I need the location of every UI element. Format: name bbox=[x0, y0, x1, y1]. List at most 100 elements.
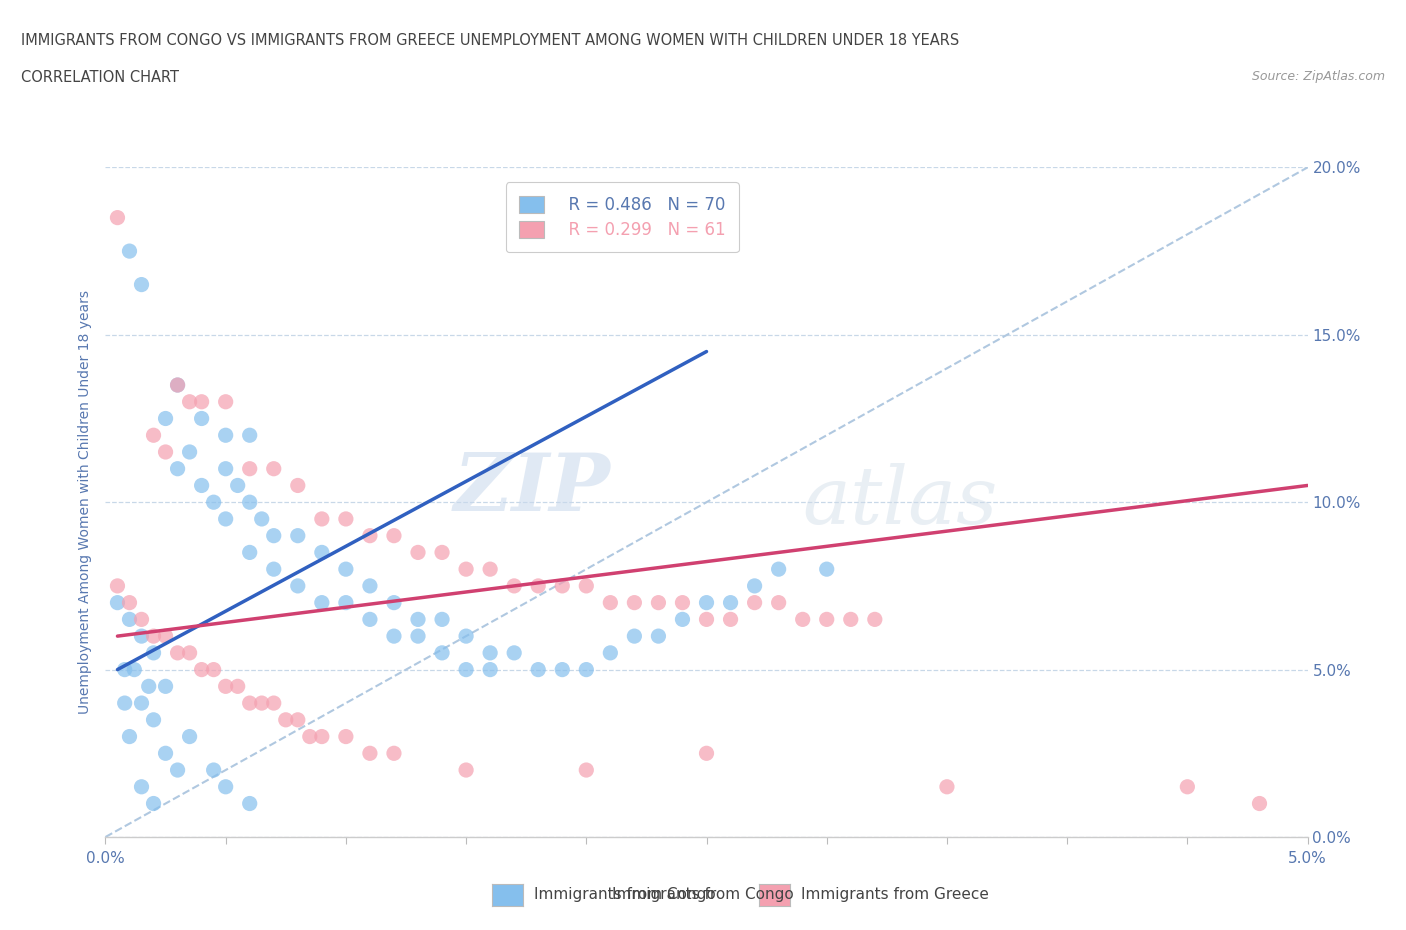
Text: ZIP: ZIP bbox=[454, 450, 610, 527]
Point bbox=[179, 729, 201, 744]
Point bbox=[382, 595, 405, 610]
Point bbox=[214, 394, 236, 409]
Point bbox=[239, 696, 262, 711]
Point bbox=[551, 578, 574, 593]
Point bbox=[815, 612, 838, 627]
Point bbox=[406, 629, 429, 644]
Y-axis label: Unemployment Among Women with Children Under 18 years: Unemployment Among Women with Children U… bbox=[79, 290, 93, 714]
Point bbox=[287, 578, 309, 593]
Point bbox=[155, 629, 177, 644]
Point bbox=[166, 461, 188, 476]
Point bbox=[335, 595, 357, 610]
Point bbox=[696, 612, 718, 627]
Text: Source: ZipAtlas.com: Source: ZipAtlas.com bbox=[1251, 70, 1385, 83]
Point bbox=[696, 595, 718, 610]
Point bbox=[118, 729, 141, 744]
Point bbox=[720, 612, 742, 627]
Point bbox=[335, 512, 357, 526]
Point bbox=[226, 679, 249, 694]
Point bbox=[430, 612, 453, 627]
Point bbox=[359, 578, 381, 593]
Point bbox=[263, 562, 285, 577]
Point bbox=[142, 712, 165, 727]
Point bbox=[142, 428, 165, 443]
Point bbox=[214, 461, 236, 476]
Point bbox=[131, 779, 153, 794]
Point bbox=[479, 662, 502, 677]
Point bbox=[768, 595, 790, 610]
Point bbox=[744, 578, 766, 593]
Point bbox=[623, 595, 645, 610]
Point bbox=[214, 779, 236, 794]
Point bbox=[671, 612, 693, 627]
Point bbox=[263, 528, 285, 543]
Point bbox=[430, 545, 453, 560]
Point bbox=[527, 578, 550, 593]
Point bbox=[107, 578, 129, 593]
Point bbox=[456, 629, 478, 644]
Point bbox=[142, 645, 165, 660]
Point bbox=[311, 512, 333, 526]
Point bbox=[131, 277, 153, 292]
Legend:   R = 0.486   N = 70,   R = 0.299   N = 61: R = 0.486 N = 70, R = 0.299 N = 61 bbox=[506, 182, 738, 252]
Point bbox=[382, 629, 405, 644]
Point bbox=[263, 696, 285, 711]
Point bbox=[456, 562, 478, 577]
Point bbox=[311, 545, 333, 560]
Point bbox=[1175, 779, 1198, 794]
Point bbox=[311, 729, 333, 744]
Point bbox=[114, 696, 136, 711]
Point bbox=[142, 629, 165, 644]
Point bbox=[155, 445, 177, 459]
Text: Immigrants from Congo: Immigrants from Congo bbox=[612, 887, 794, 902]
Point bbox=[166, 763, 188, 777]
Point bbox=[456, 662, 478, 677]
Point bbox=[124, 662, 146, 677]
Point bbox=[138, 679, 160, 694]
Point bbox=[647, 629, 669, 644]
Point bbox=[792, 612, 814, 627]
Point bbox=[190, 478, 212, 493]
Point bbox=[250, 512, 273, 526]
Point bbox=[744, 595, 766, 610]
Point bbox=[118, 595, 141, 610]
Point bbox=[287, 528, 309, 543]
Point bbox=[250, 696, 273, 711]
Point bbox=[166, 645, 188, 660]
Point bbox=[190, 394, 212, 409]
Point bbox=[479, 562, 502, 577]
Point bbox=[815, 562, 838, 577]
Point bbox=[214, 428, 236, 443]
Text: IMMIGRANTS FROM CONGO VS IMMIGRANTS FROM GREECE UNEMPLOYMENT AMONG WOMEN WITH CH: IMMIGRANTS FROM CONGO VS IMMIGRANTS FROM… bbox=[21, 33, 959, 47]
Text: Immigrants from Congo: Immigrants from Congo bbox=[534, 887, 716, 902]
Point bbox=[696, 746, 718, 761]
Point bbox=[107, 595, 129, 610]
Point bbox=[671, 595, 693, 610]
Point bbox=[179, 394, 201, 409]
Text: Immigrants from Greece: Immigrants from Greece bbox=[801, 887, 990, 902]
Point bbox=[190, 411, 212, 426]
Point bbox=[179, 645, 201, 660]
Point bbox=[936, 779, 959, 794]
Point bbox=[311, 595, 333, 610]
Point bbox=[118, 612, 141, 627]
Point bbox=[406, 545, 429, 560]
Point bbox=[214, 512, 236, 526]
Point bbox=[226, 478, 249, 493]
Point bbox=[287, 712, 309, 727]
Point bbox=[166, 378, 188, 392]
Point bbox=[131, 612, 153, 627]
Point bbox=[623, 629, 645, 644]
Point bbox=[359, 612, 381, 627]
Point bbox=[239, 461, 262, 476]
Point bbox=[335, 562, 357, 577]
Point bbox=[298, 729, 321, 744]
Point bbox=[575, 662, 598, 677]
Point bbox=[335, 729, 357, 744]
Point bbox=[239, 495, 262, 510]
Point bbox=[155, 746, 177, 761]
Point bbox=[503, 645, 526, 660]
Point bbox=[214, 679, 236, 694]
Point bbox=[382, 746, 405, 761]
Point bbox=[131, 696, 153, 711]
